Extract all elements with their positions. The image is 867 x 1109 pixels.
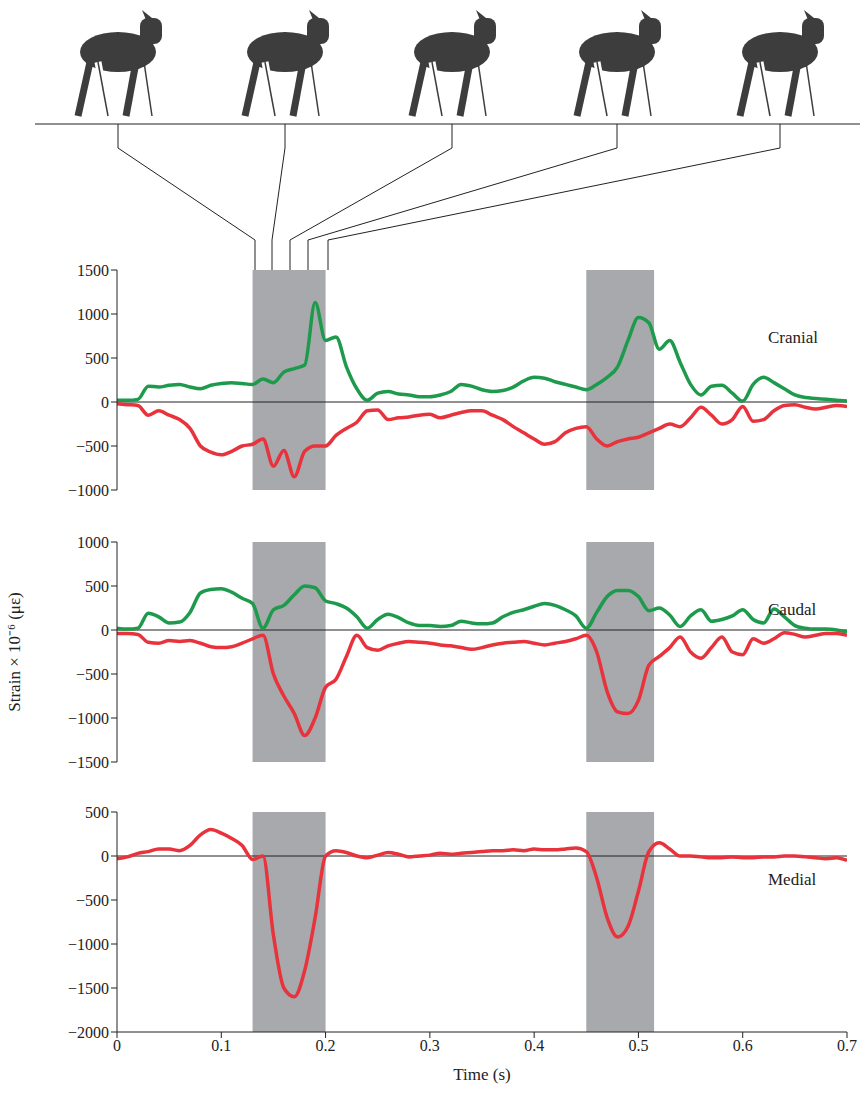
html-text:Cranial: Cranial	[768, 328, 818, 347]
svg-text:0.4: 0.4	[524, 1037, 544, 1054]
svg-text:0.7: 0.7	[837, 1037, 857, 1054]
svg-text:500: 500	[85, 350, 109, 367]
svg-text:−500: −500	[76, 892, 109, 909]
svg-text:−1000: −1000	[68, 936, 109, 953]
html-text:Medial: Medial	[768, 870, 817, 889]
svg-text:0: 0	[101, 622, 109, 639]
svg-text:0.3: 0.3	[420, 1037, 440, 1054]
svg-text:−1000: −1000	[68, 482, 109, 498]
svg-text:0: 0	[101, 848, 109, 865]
svg-text:500: 500	[85, 578, 109, 595]
svg-text:0: 0	[113, 1037, 121, 1054]
svg-text:0: 0	[101, 394, 109, 411]
svg-text:−1500: −1500	[68, 980, 109, 997]
svg-text:−500: −500	[76, 666, 109, 683]
svg-text:500: 500	[85, 804, 109, 821]
svg-text:Strain × 10⁻⁶ (με): Strain × 10⁻⁶ (με)	[5, 592, 24, 711]
svg-text:1500: 1500	[77, 262, 109, 279]
svg-text:−1500: −1500	[68, 754, 109, 770]
svg-text:−1000: −1000	[68, 710, 109, 727]
svg-text:−2000: −2000	[68, 1024, 109, 1041]
svg-text:0.5: 0.5	[628, 1037, 648, 1054]
html-text:Caudal: Caudal	[768, 600, 817, 619]
svg-text:−500: −500	[76, 438, 109, 455]
svg-text:1000: 1000	[77, 534, 109, 551]
svg-text:Time (s): Time (s)	[453, 1065, 510, 1084]
svg-text:1000: 1000	[77, 306, 109, 323]
svg-text:0.6: 0.6	[733, 1037, 753, 1054]
svg-text:0.1: 0.1	[211, 1037, 231, 1054]
svg-text:0.2: 0.2	[316, 1037, 336, 1054]
